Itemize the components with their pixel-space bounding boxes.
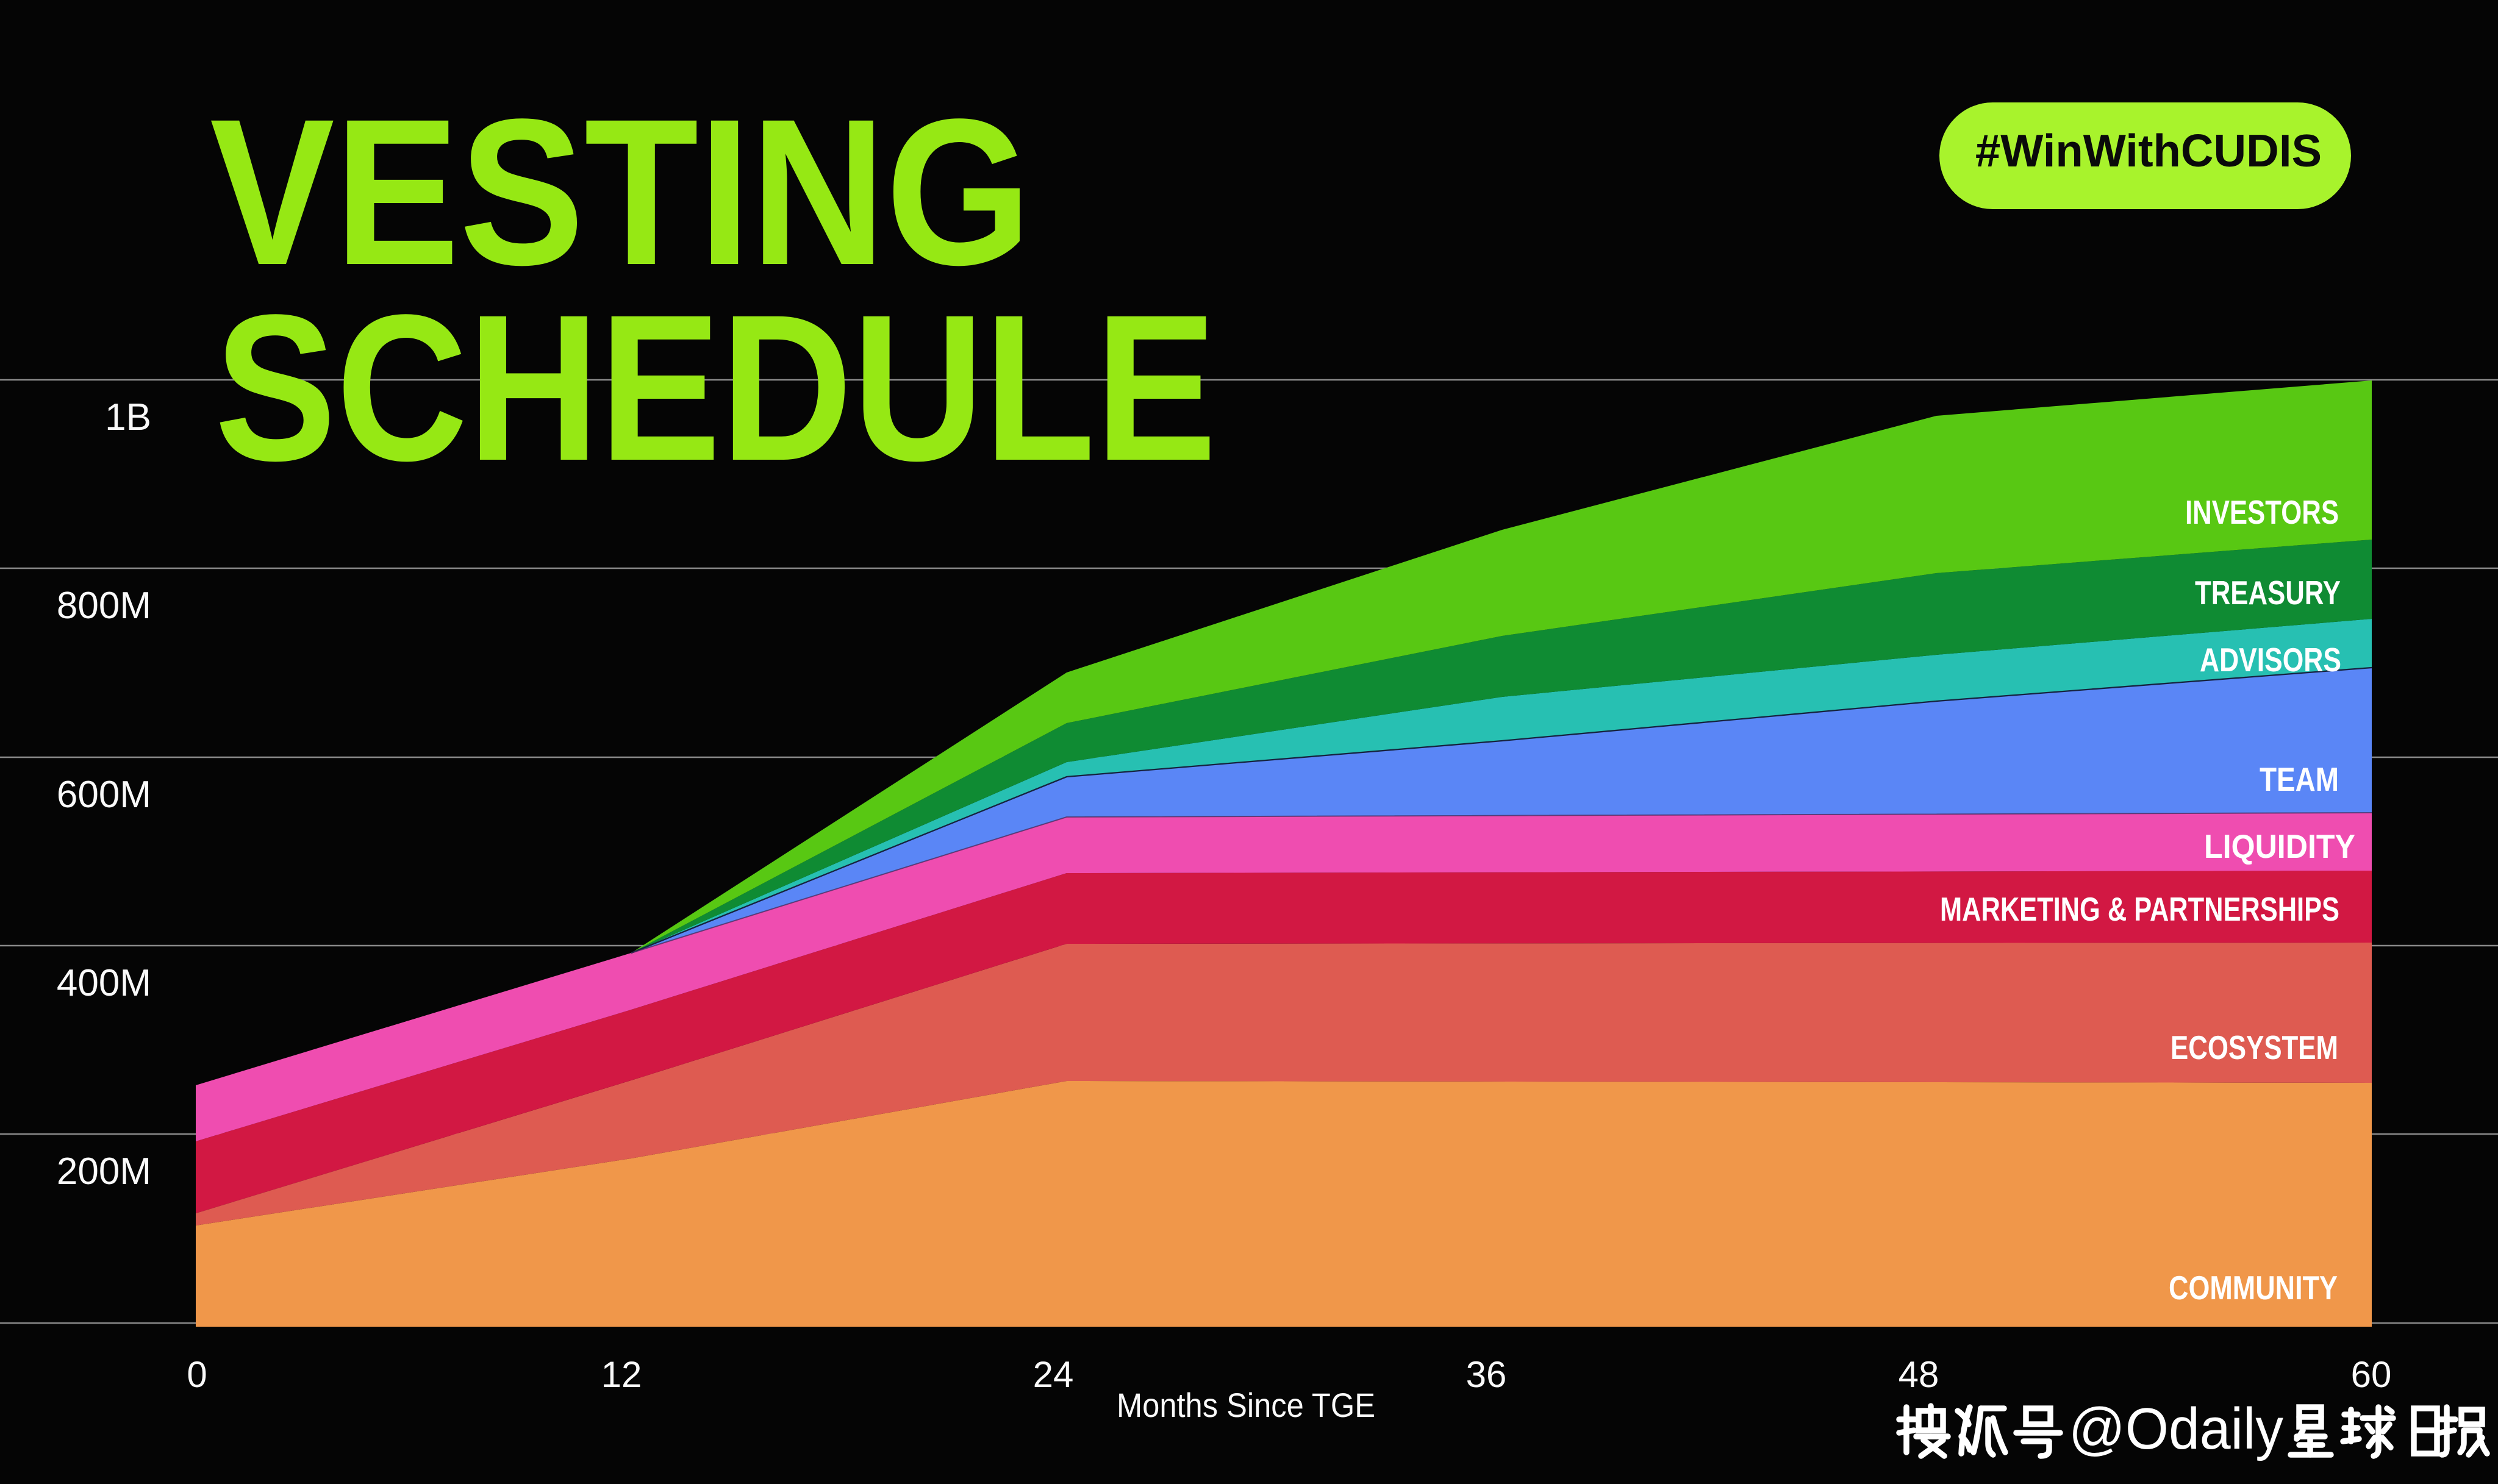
svg-text:TREASURY: TREASURY [2195, 574, 2341, 612]
svg-text:@Odaily: @Odaily [2069, 1396, 2283, 1461]
svg-text:LIQUIDITY: LIQUIDITY [2204, 827, 2355, 865]
svg-text:400M: 400M [57, 962, 151, 1004]
svg-text:200M: 200M [57, 1150, 151, 1193]
svg-text:ADVISORS: ADVISORS [2200, 641, 2341, 679]
svg-text:SCHEDULE: SCHEDULE [215, 271, 1217, 504]
svg-text:VESTING: VESTING [210, 76, 1031, 309]
svg-text:#WinWithCUDIS: #WinWithCUDIS [1975, 125, 2322, 176]
svg-text:COMMUNITY: COMMUNITY [2169, 1269, 2338, 1307]
svg-text:12: 12 [601, 1354, 642, 1395]
svg-text:800M: 800M [57, 585, 151, 627]
svg-text:24: 24 [1033, 1354, 1074, 1395]
svg-text:ECOSYSTEM: ECOSYSTEM [2171, 1029, 2338, 1066]
svg-text:TEAM: TEAM [2260, 760, 2339, 798]
svg-text:Months Since TGE: Months Since TGE [1117, 1386, 1375, 1424]
svg-text:60: 60 [2351, 1354, 2392, 1395]
svg-text:48: 48 [1899, 1354, 1939, 1395]
svg-text:MARKETING & PARTNERSHIPS: MARKETING & PARTNERSHIPS [1940, 890, 2339, 928]
svg-text:1B: 1B [105, 396, 151, 438]
svg-text:INVESTORS: INVESTORS [2185, 493, 2339, 531]
svg-text:36: 36 [1466, 1354, 1507, 1395]
svg-text:600M: 600M [57, 774, 151, 816]
svg-text:0: 0 [187, 1354, 207, 1395]
